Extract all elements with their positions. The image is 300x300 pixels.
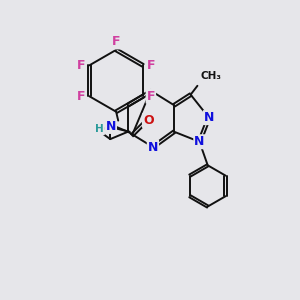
Text: N: N: [148, 141, 158, 154]
Text: N: N: [194, 135, 205, 148]
Text: F: F: [77, 90, 86, 103]
Text: N: N: [106, 120, 116, 133]
Text: H: H: [95, 124, 104, 134]
Text: F: F: [112, 35, 120, 48]
Text: F: F: [147, 59, 155, 72]
Text: F: F: [147, 90, 155, 103]
Text: O: O: [143, 114, 154, 127]
Text: CH₃: CH₃: [200, 71, 221, 81]
Text: F: F: [77, 59, 86, 72]
Text: N: N: [204, 111, 214, 124]
